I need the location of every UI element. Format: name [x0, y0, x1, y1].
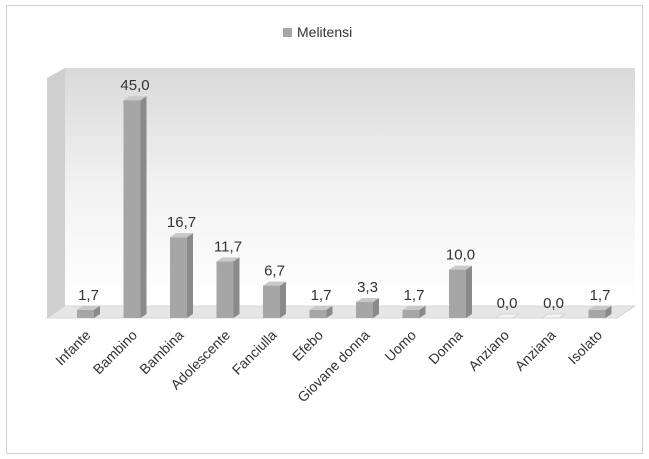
category-labels-group: InfanteBambinoBambinaAdolescenteFanciull…	[52, 327, 605, 406]
data-label: 0,0	[543, 295, 564, 312]
bar-front	[263, 285, 280, 318]
bar-top	[309, 305, 333, 310]
bar-front	[402, 309, 420, 318]
bars-group	[77, 96, 612, 319]
bar-front	[123, 100, 141, 318]
bar	[449, 265, 472, 318]
category-label: Fanciulla	[229, 327, 280, 378]
data-label: 16,7	[167, 214, 196, 231]
bar-front	[356, 302, 373, 318]
bar-side	[280, 281, 286, 318]
bar-side	[94, 305, 100, 318]
legend-swatch	[283, 28, 292, 37]
bar-front	[170, 237, 187, 318]
category-label: Donna	[425, 327, 466, 368]
category-label: Anziano	[465, 327, 512, 374]
data-label: 1,7	[404, 287, 425, 304]
chart-floor	[45, 305, 637, 319]
category-label: Isolato	[565, 327, 606, 368]
bar-side	[373, 298, 379, 318]
bar	[356, 298, 379, 318]
category-label: Anziana	[512, 327, 559, 374]
data-label: 1,7	[78, 287, 99, 304]
category-label: Efebo	[289, 327, 326, 364]
bar-side	[466, 265, 472, 318]
category-label: Uomo	[381, 327, 419, 365]
bar	[77, 305, 100, 318]
data-label: 1,7	[590, 287, 611, 304]
bar-top	[588, 305, 612, 310]
bar-top	[77, 305, 100, 310]
data-label: 11,7	[214, 238, 242, 255]
bar-side	[326, 305, 333, 318]
bar	[494, 313, 520, 319]
bar	[170, 233, 193, 318]
data-label: 10,0	[446, 247, 475, 264]
data-label: 1,7	[311, 287, 332, 304]
legend-label: Melitensi	[297, 24, 352, 40]
bar-front	[216, 261, 234, 318]
data-label: 45,0	[120, 77, 149, 94]
data-label: 0,0	[497, 295, 518, 312]
value-labels-group: 1,7 45,0 16,7 11,7 6,7 1,7 3,3 1,7 10,0 0,0 0,0 1,7	[78, 77, 610, 312]
bar	[309, 305, 333, 318]
category-label: Infante	[52, 327, 94, 369]
bar-side	[605, 305, 612, 318]
bar	[216, 257, 240, 318]
bar-side	[140, 96, 147, 318]
bar	[123, 96, 147, 318]
bar-top	[449, 265, 472, 270]
bar-side	[419, 305, 426, 318]
bar-front	[588, 309, 606, 318]
side-wall	[47, 68, 65, 318]
bar-chart: Melitensi 1,7 45,0 16,7 11,7 6,7 1,7 3,3 1,7 10,…	[45, 24, 637, 406]
bar-top	[356, 298, 379, 303]
bar-side	[187, 233, 193, 318]
bar-side	[233, 257, 240, 318]
bar	[402, 305, 426, 318]
bar-front	[449, 269, 466, 318]
bar-empty	[494, 313, 520, 319]
bar-empty	[540, 313, 567, 319]
back-wall	[65, 68, 635, 306]
bar-top	[402, 305, 426, 310]
bar-front	[309, 309, 327, 318]
bar-top	[170, 233, 193, 238]
bar-top	[216, 257, 240, 262]
bar	[588, 305, 612, 318]
legend: Melitensi	[283, 24, 352, 40]
bar	[540, 313, 567, 319]
chart-frame: Melitensi 1,7 45,0 16,7 11,7 6,7 1,7 3,3 1,7 10,…	[6, 5, 643, 454]
bar	[263, 281, 286, 318]
bar-top	[123, 96, 147, 101]
data-label: 3,3	[357, 279, 378, 296]
bar-top	[263, 281, 286, 286]
category-label: Bambino	[90, 327, 141, 378]
bar-front	[77, 309, 94, 318]
data-label: 6,7	[264, 263, 285, 280]
